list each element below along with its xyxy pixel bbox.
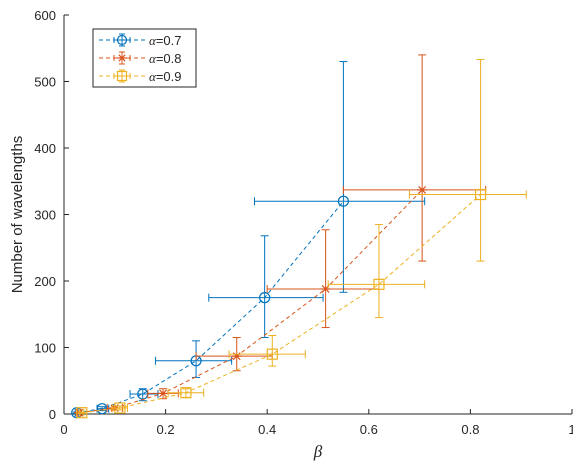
legend-item: α=0.7 <box>99 33 182 48</box>
x-tick-label: 0 <box>60 422 67 437</box>
y-tick-label: 300 <box>34 208 56 223</box>
y-axis-label: Number of wavelengths <box>9 136 26 294</box>
y-tick-label: 400 <box>34 141 56 156</box>
marker-circle <box>116 34 128 46</box>
y-tick-label: 500 <box>34 75 56 90</box>
marker-square <box>373 278 385 290</box>
marker-circle <box>337 195 349 207</box>
legend: α=0.7α=0.8α=0.9 <box>92 28 197 88</box>
marker-star <box>158 389 169 398</box>
data-point <box>342 54 487 262</box>
y-tick-label: 600 <box>34 8 56 23</box>
legend-label: α=0.7 <box>149 33 182 48</box>
series-group <box>71 54 527 419</box>
data-point <box>266 229 380 329</box>
marker-square <box>116 70 128 82</box>
data-point <box>147 388 179 400</box>
series-1 <box>71 61 426 419</box>
marker-square <box>266 348 278 360</box>
legend-alpha-symbol: α <box>149 33 157 48</box>
series-2 <box>74 54 487 417</box>
marker-square <box>180 387 192 399</box>
legend-alpha-symbol: α <box>149 51 157 66</box>
marker-square <box>114 402 126 414</box>
data-point <box>167 387 205 399</box>
marker-star <box>117 54 127 62</box>
x-tick-label: 0.4 <box>258 422 276 437</box>
data-point <box>154 340 233 378</box>
marker-star <box>417 185 428 194</box>
series-line <box>81 194 481 414</box>
legend-alpha-value: =0.8 <box>156 51 182 66</box>
x-axis-label: β <box>313 442 323 461</box>
legend-label: α=0.9 <box>149 69 182 84</box>
x-tick-label: 0.2 <box>157 422 175 437</box>
marker-star-stroke <box>118 54 126 62</box>
y-tick-label: 100 <box>34 341 56 356</box>
legend-alpha-value: =0.7 <box>156 33 182 48</box>
data-point <box>208 235 324 339</box>
data-point <box>254 61 426 293</box>
marker-square <box>76 407 88 419</box>
x-ticks: 0 0.2 0.4 0.6 0.8 1 <box>60 409 573 437</box>
legend-alpha-symbol: α <box>149 69 157 84</box>
legend-item: α=0.9 <box>99 69 182 84</box>
marker-circle <box>259 292 271 304</box>
marker-star-stroke <box>159 389 167 398</box>
data-point <box>111 402 128 414</box>
data-point <box>76 407 88 419</box>
series-line <box>79 189 423 414</box>
marker-star-stroke <box>418 185 427 194</box>
data-point <box>327 223 426 319</box>
data-point <box>228 335 306 367</box>
x-tick-label: 1 <box>568 422 573 437</box>
legend-items: α=0.7α=0.8α=0.9 <box>99 33 182 84</box>
legend-item: α=0.8 <box>99 51 182 66</box>
x-tick-label: 0.6 <box>360 422 378 437</box>
y-tick-label: 0 <box>49 407 56 422</box>
legend-label: α=0.8 <box>149 51 182 66</box>
y-tick-label: 200 <box>34 274 56 289</box>
data-point <box>408 59 527 262</box>
series-3 <box>76 59 527 419</box>
series-line <box>76 200 344 414</box>
marker-square <box>474 188 487 201</box>
x-tick-label: 0.8 <box>461 422 479 437</box>
y-ticks: 0 100 200 300 400 500 600 <box>34 8 69 422</box>
legend-alpha-value: =0.9 <box>156 69 182 84</box>
